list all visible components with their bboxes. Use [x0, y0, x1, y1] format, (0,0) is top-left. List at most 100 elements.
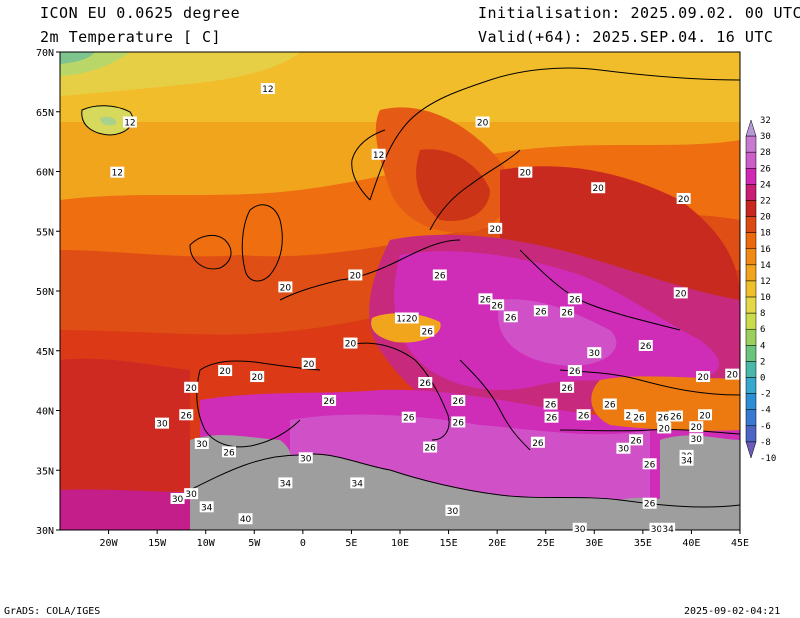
contour-label-box [631, 411, 646, 423]
contour-label-box [544, 411, 559, 423]
contour-label-box [696, 371, 711, 383]
contour-label-text: 26 [546, 414, 558, 424]
contour-label-text: 20 [489, 225, 501, 235]
colorbar-label: -4 [760, 406, 771, 416]
contour-label-box [567, 293, 582, 305]
contour-label-text: 30 [574, 525, 586, 535]
contour-label-text: 30 [589, 349, 601, 359]
contour-label: 20 [673, 287, 688, 299]
contour-label-text: 20 [699, 411, 711, 421]
contour-label: 20 [591, 182, 606, 194]
contour-label-box [689, 433, 704, 445]
contour-label-text: 20 [185, 384, 197, 394]
contour-label-box [278, 477, 293, 489]
contour-label-box [418, 377, 433, 389]
contour-label-box [602, 398, 617, 410]
contour-label-text: 20 [592, 184, 604, 194]
lon-label: 10W [197, 538, 216, 549]
contour-label: 26 [418, 377, 433, 389]
colorbar-segment [745, 248, 757, 266]
contour-label-text: 26 [480, 295, 492, 305]
lon-label: 5E [345, 538, 357, 549]
lon-label: 0 [300, 538, 306, 549]
colorbar-label: -8 [760, 438, 771, 448]
contour-label-text: 26 [625, 411, 637, 421]
contour-label: 26 [560, 306, 575, 319]
lon-label: 45E [731, 538, 749, 549]
lat-label: 50N [36, 287, 54, 298]
contour-label-box [503, 311, 518, 323]
contour-label: 26 [544, 411, 559, 424]
model-title: ICON EU 0.0625 degree [40, 4, 241, 22]
contour-label: 20 [676, 192, 691, 205]
contour-label-text: 20 [675, 289, 687, 299]
contour-label-box [676, 192, 691, 204]
contour-label-box [420, 325, 435, 337]
colorbar-segment [745, 184, 757, 201]
contour-label-box [322, 394, 337, 406]
colorbar-segment [745, 280, 757, 298]
contour-label: 30 [445, 504, 460, 517]
contour-label-text: 30 [156, 420, 168, 430]
colorbar-label: 2 [760, 357, 765, 367]
contour-label: 20 [278, 281, 293, 293]
contour-label: 20 [475, 116, 490, 129]
colorbar-label: 18 [760, 229, 771, 239]
valid-time: Valid(+64): 2025.SEP.04. 16 UTC [478, 28, 774, 46]
contour-label-box [668, 410, 683, 422]
contour-label: 26 [560, 381, 575, 394]
contour-label-text: 30 [300, 454, 312, 464]
variable-title: 2m Temperature [ C] [40, 28, 222, 46]
contour-label-box [543, 398, 558, 410]
contour-label: 26 [576, 409, 591, 421]
lon-label: 15W [148, 538, 167, 549]
lon-label: 40E [682, 538, 700, 549]
temperature-field [60, 52, 740, 530]
colorbar-segment [745, 345, 757, 362]
contour-label: 40 [238, 513, 253, 525]
axes: 20W 15W 10W 5W 0 5E 10E 15E 20E 25E 30E 35E 40E 45E 30… [36, 48, 749, 549]
contour-label-box [194, 437, 209, 449]
contour-label-box [657, 422, 672, 434]
colorbar-segment [745, 409, 757, 427]
colorbar-segment [745, 361, 757, 378]
contour-label: 26 [420, 325, 435, 338]
contour-label-box [478, 293, 493, 305]
contour-label: 26 [668, 410, 683, 422]
contour-label-box [404, 312, 419, 324]
lat-label: 35N [36, 466, 54, 477]
contour-label-text: 26 [424, 444, 436, 454]
contour-label-box [199, 501, 214, 513]
colorbar-label: 24 [760, 180, 771, 190]
contour-label-text: 20 [406, 314, 418, 324]
contour-label-text: 26 [561, 309, 573, 319]
contour-label-text: 26 [434, 271, 446, 281]
colorbar-label: 16 [760, 245, 771, 255]
contour-label: 30 [689, 433, 704, 445]
contour-label: 26 [533, 305, 548, 317]
plot-timestamp: 2025-09-02-04:21 [684, 606, 781, 617]
contour-label-box [689, 421, 704, 433]
colorbar-label: 22 [760, 196, 771, 206]
contour-label-text: 20 [520, 169, 532, 179]
lat-label: 45N [36, 347, 54, 358]
contour-label-text: 20 [251, 373, 263, 383]
contour-label-box [624, 409, 639, 421]
initialisation-time: Initialisation: 2025.09.02. 00 UTC [478, 4, 800, 22]
contour-label: 26 [423, 441, 438, 454]
contour-label-box [179, 409, 194, 421]
contour-label: 26 [322, 394, 337, 407]
contour-label-box [576, 409, 591, 421]
contour-label-text: 26 [535, 307, 547, 317]
colorbar-label: -6 [760, 422, 771, 432]
grads-credit: GrADS: COLA/IGES [4, 606, 101, 617]
contour-label-box [725, 368, 740, 380]
contour-label-text: 20 [678, 195, 690, 205]
contour-label: 30 [194, 437, 209, 450]
colorbar-label: 14 [760, 261, 771, 271]
contour-label: 30 [170, 492, 185, 505]
contour-label-text: 12 [262, 85, 273, 95]
lon-label: 35E [634, 538, 652, 549]
contour-label: 30 [587, 347, 602, 359]
contour-label-text: 20 [219, 367, 231, 377]
